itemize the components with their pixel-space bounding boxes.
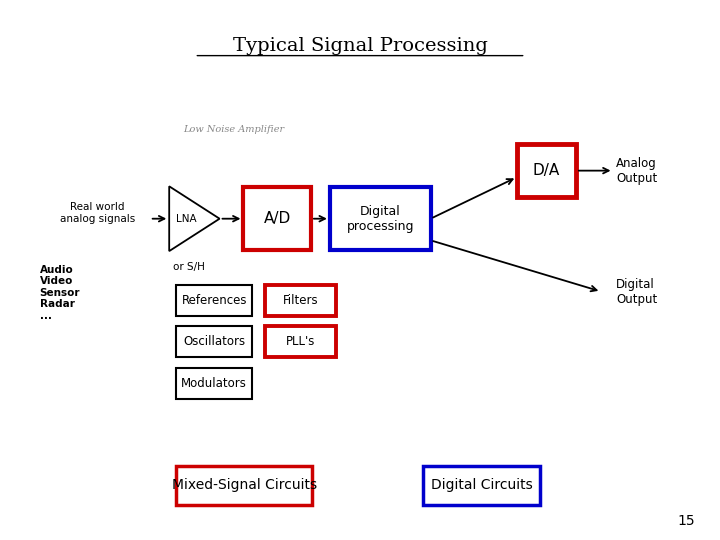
Text: Low Noise Amplifier: Low Noise Amplifier: [184, 125, 284, 134]
FancyBboxPatch shape: [243, 187, 311, 250]
Text: Digital
processing: Digital processing: [346, 205, 414, 233]
FancyBboxPatch shape: [330, 187, 431, 250]
FancyBboxPatch shape: [176, 285, 252, 316]
Text: Filters: Filters: [282, 294, 318, 307]
Text: or S/H: or S/H: [174, 262, 205, 272]
FancyBboxPatch shape: [517, 144, 576, 197]
Text: References: References: [181, 294, 247, 307]
Text: Modulators: Modulators: [181, 377, 247, 390]
Text: Oscillators: Oscillators: [183, 335, 246, 348]
FancyBboxPatch shape: [176, 368, 252, 399]
Text: Mixed-Signal Circuits: Mixed-Signal Circuits: [171, 478, 317, 492]
Text: A/D: A/D: [264, 211, 291, 226]
Text: Real world
analog signals: Real world analog signals: [60, 202, 135, 224]
Text: LNA: LNA: [176, 214, 197, 224]
FancyBboxPatch shape: [176, 466, 312, 505]
FancyBboxPatch shape: [265, 326, 336, 357]
FancyBboxPatch shape: [265, 285, 336, 316]
Text: Analog
Output: Analog Output: [616, 157, 657, 185]
Text: Digital Circuits: Digital Circuits: [431, 478, 533, 492]
Text: Digital
Output: Digital Output: [616, 278, 657, 306]
Text: PLL's: PLL's: [286, 335, 315, 348]
Text: Audio
Video
Sensor
Radar
...: Audio Video Sensor Radar ...: [40, 265, 80, 321]
Text: Typical Signal Processing: Typical Signal Processing: [233, 37, 487, 55]
FancyBboxPatch shape: [423, 466, 540, 505]
FancyBboxPatch shape: [176, 326, 252, 357]
Polygon shape: [169, 186, 220, 251]
Text: D/A: D/A: [533, 163, 560, 178]
Text: 15: 15: [678, 514, 695, 528]
